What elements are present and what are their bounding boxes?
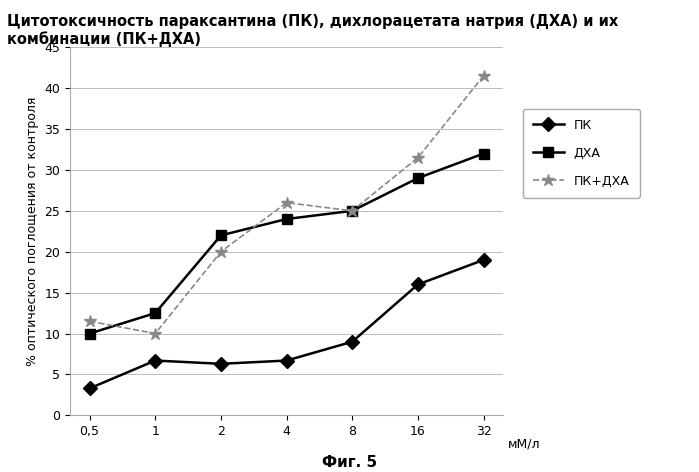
ПК [217, 361, 225, 367]
ПК [480, 257, 488, 263]
ПК+ДХА [414, 155, 422, 160]
ДХА [414, 175, 422, 181]
ДХА [282, 216, 291, 222]
ПК+ДХА [151, 331, 159, 337]
Line: ПК: ПК [85, 255, 489, 393]
ПК [151, 358, 159, 363]
ДХА [151, 310, 159, 316]
Legend: ПК, ДХА, ПК+ДХА: ПК, ДХА, ПК+ДХА [523, 109, 640, 198]
Y-axis label: % оптического поглощения от контроля: % оптического поглощения от контроля [26, 97, 38, 366]
ПК+ДХА [217, 249, 225, 254]
ДХА [480, 151, 488, 156]
Text: Фиг. 5: Фиг. 5 [322, 455, 377, 470]
Text: мМ/л: мМ/л [507, 438, 540, 450]
ПК+ДХА [348, 208, 356, 214]
ДХА [217, 233, 225, 238]
Line: ДХА: ДХА [85, 149, 489, 338]
Text: Цитотоксичность параксантина (ПК), дихлорацетата натрия (ДХА) и их комбинации (П: Цитотоксичность параксантина (ПК), дихло… [7, 14, 618, 48]
ПК [282, 358, 291, 363]
ПК [85, 386, 94, 391]
ДХА [85, 331, 94, 337]
ПК [414, 282, 422, 287]
Line: ПК+ДХА: ПК+ДХА [83, 69, 490, 340]
ПК+ДХА [85, 319, 94, 324]
ПК+ДХА [480, 73, 488, 79]
ПК [348, 339, 356, 345]
ПК+ДХА [282, 200, 291, 205]
ДХА [348, 208, 356, 214]
